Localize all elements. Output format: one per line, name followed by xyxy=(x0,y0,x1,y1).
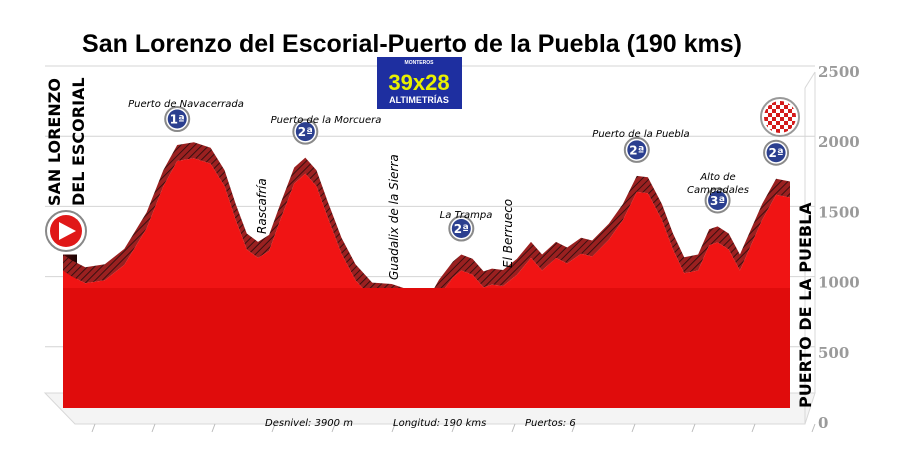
y-axis: 0 500 1000 1500 2000 2500 xyxy=(818,63,860,432)
footer-longitud: Longitud: 190 kms xyxy=(393,418,486,429)
x-tick-mark xyxy=(451,423,456,433)
checkered-flag-icon xyxy=(760,97,800,137)
svg-text:39x28: 39x28 xyxy=(388,70,449,95)
start-label-line2: DEL ESCORIAL xyxy=(69,77,88,206)
category-label: 2ª xyxy=(454,222,469,236)
pass-label: Alto de Campadales xyxy=(687,172,749,196)
pass-label: Puerto de la Puebla xyxy=(592,129,689,140)
x-tick-mark xyxy=(571,423,576,433)
pass-marker: 2ª Puerto de la Puebla xyxy=(592,129,690,163)
y-tick-label: 0 xyxy=(818,414,828,432)
y-tick-label: 2500 xyxy=(818,63,860,81)
category-label: 2ª xyxy=(769,146,784,160)
town-label: Guadalix de la Sierra xyxy=(387,154,401,280)
pass-label: Puerto de Navacerrada xyxy=(128,99,244,110)
x-tick-mark xyxy=(271,423,276,433)
category-label: 2ª xyxy=(629,143,644,157)
profile-area-lower xyxy=(63,288,790,408)
footer-puertos: Puertos: 6 xyxy=(525,418,576,429)
category-label: 2ª xyxy=(298,125,313,139)
x-tick-mark xyxy=(691,423,696,433)
x-tick-mark xyxy=(511,423,516,433)
chart-title: San Lorenzo del Escorial-Puerto de la Pu… xyxy=(82,30,742,58)
x-tick-mark xyxy=(751,423,756,433)
x-tick-mark xyxy=(631,423,636,433)
category-label: 1ª xyxy=(170,113,185,127)
finish-marker: PUERTO DE LA PUEBLA xyxy=(760,97,815,408)
x-tick-mark xyxy=(211,423,216,433)
altimetrias-logo: MONTEROS 39x28 ALTIMETRÍAS xyxy=(377,57,462,109)
town-label: Rascafría xyxy=(255,178,269,234)
pass-label: La Trampa xyxy=(440,210,493,221)
x-tick-mark xyxy=(391,423,396,433)
y-tick-label: 1500 xyxy=(818,203,860,221)
pass-marker: 1ª Puerto de Navacerrada xyxy=(128,99,244,133)
elevation-profile xyxy=(63,142,790,408)
y-tick-label: 500 xyxy=(818,344,849,362)
svg-text:ALTIMETRÍAS: ALTIMETRÍAS xyxy=(389,95,449,105)
category-label: 3ª xyxy=(710,194,725,208)
start-label-line1: SAN LORENZO xyxy=(45,78,64,206)
town-labels: Rascafría Guadalix de la Sierra El Berruec… xyxy=(255,154,515,280)
pass-label: Puerto de la Morcuera xyxy=(271,115,382,126)
town-label: El Berrueco xyxy=(501,199,515,268)
x-tick-mark xyxy=(811,423,816,433)
finish-label: PUERTO DE LA PUEBLA xyxy=(796,202,815,408)
footer-desnivel: Desnivel: 3900 m xyxy=(265,418,353,429)
x-tick-mark xyxy=(331,423,336,433)
y-tick-label: 1000 xyxy=(818,274,860,292)
x-tick-mark xyxy=(91,423,96,433)
y-tick-label: 2000 xyxy=(818,133,860,151)
start-marker: SAN LORENZO DEL ESCORIAL xyxy=(45,77,88,252)
pass-marker: 2ª xyxy=(763,139,790,166)
x-axis-ticks xyxy=(91,423,816,433)
svg-text:MONTEROS: MONTEROS xyxy=(405,60,435,66)
x-tick-mark xyxy=(151,423,156,433)
